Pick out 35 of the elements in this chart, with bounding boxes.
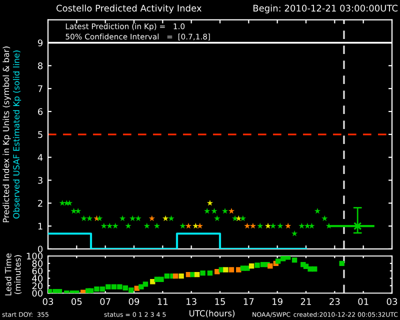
y-tick-label: 3 bbox=[38, 176, 42, 184]
y-tick-label: 80 bbox=[32, 260, 43, 267]
x-tick-label: 03 bbox=[42, 298, 54, 305]
y-tick-label: 0 bbox=[38, 246, 43, 253]
y-tick-label: 8 bbox=[38, 62, 43, 70]
chart-subtitle: Begin: 2010-12-21 03:00:00UTC bbox=[253, 4, 398, 14]
y-tick-label: 4 bbox=[38, 154, 43, 161]
y-tick-label: 00 bbox=[32, 290, 43, 297]
text: Observed USAF Estimated Kp (solid line) bbox=[13, 50, 22, 218]
y-tick-label: 9 bbox=[38, 39, 43, 46]
y-axis-title: Predicted Index in Kp Units (symbol & bar) bbox=[2, 46, 11, 222]
y-tick-label: 1 bbox=[38, 222, 42, 230]
chart-title: Costello Predicted Activity Index bbox=[56, 4, 202, 14]
x-tick-label: 07 bbox=[100, 298, 110, 305]
x-tick-label: 05 bbox=[72, 298, 82, 305]
y-axis-title: Lead Time (minutes) bbox=[4, 253, 22, 296]
x-tick-label: 23 bbox=[330, 298, 340, 305]
y-tick-label: 6 bbox=[38, 108, 43, 116]
y-tick-label: 100 bbox=[26, 252, 43, 260]
x-tick-label: 13 bbox=[186, 298, 196, 305]
x-tick-label: 15 bbox=[215, 298, 225, 305]
x-tick-label: 11 bbox=[158, 298, 168, 305]
x-tick-label: 17 bbox=[244, 298, 254, 305]
y-tick-label: 40 bbox=[32, 275, 43, 282]
y-tick-label: 20 bbox=[32, 282, 43, 290]
x-tick-label: 19 bbox=[272, 298, 282, 305]
y-tick-label: 5 bbox=[38, 131, 42, 138]
x-tick-label: 03 bbox=[386, 298, 398, 305]
y-tick-label: 60 bbox=[32, 268, 43, 274]
y-tick-label: 7 bbox=[38, 85, 42, 92]
x-tick-label: 09 bbox=[128, 298, 140, 305]
x-tick-label: 21 bbox=[300, 298, 311, 305]
y-tick-label: 2 bbox=[38, 200, 42, 207]
x-tick-label: 01 bbox=[358, 298, 368, 305]
x-axis-title: UTC(hours) bbox=[190, 310, 235, 318]
